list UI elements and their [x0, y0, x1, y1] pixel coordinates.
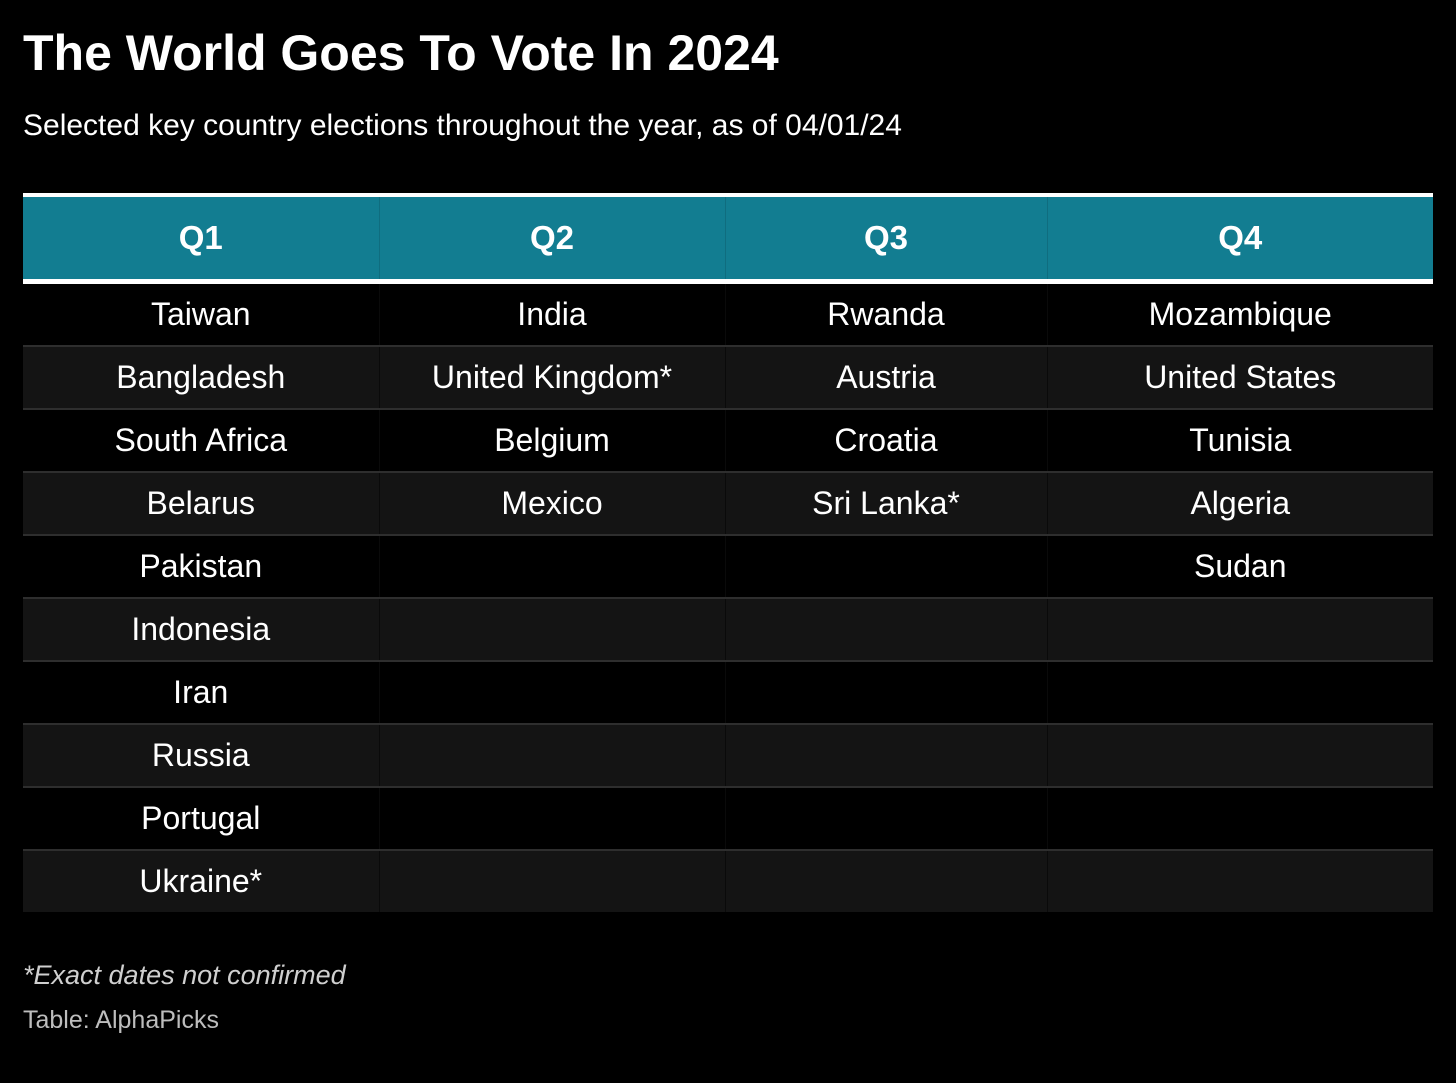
cell-q3-row-9 [724, 787, 1047, 851]
cell-q3-row-6 [724, 598, 1047, 662]
table-row: Taiwan India Rwanda Mozambique [23, 281, 1433, 347]
cell-q3-row-10 [724, 850, 1047, 912]
table-row: Belarus Mexico Sri Lanka* Algeria [23, 472, 1433, 536]
column-header-q1: Q1 [23, 193, 379, 284]
cell-q3-row-3: Croatia [724, 409, 1047, 473]
cell-q3-row-8 [724, 724, 1047, 788]
chart-subtitle: Selected key country elections throughou… [23, 109, 902, 142]
chart-title: The World Goes To Vote In 2024 [23, 25, 779, 81]
cell-q4-row-6 [1046, 598, 1433, 662]
table-header-row: Q1 Q2 Q3 Q4 [23, 193, 1433, 284]
cell-q1-row-5: Pakistan [23, 535, 379, 599]
cell-q2-row-5 [378, 535, 725, 599]
table-row: Portugal [23, 787, 1433, 851]
cell-q1-row-8: Russia [23, 724, 379, 788]
cell-q4-row-10 [1046, 850, 1433, 912]
footnote: *Exact dates not confirmed [23, 960, 346, 990]
cell-q1-row-10: Ukraine* [23, 850, 379, 912]
table-body: Taiwan India Rwanda Mozambique Bangladesh Uni… [23, 281, 1433, 912]
table-row: Pakistan Sudan [23, 535, 1433, 599]
elections-table: Q1 Q2 Q3 Q4 Taiwan India Rwanda Mozambique B… [23, 193, 1433, 912]
cell-q4-row-4: Algeria [1046, 472, 1433, 536]
cell-q2-row-4: Mexico [378, 472, 725, 536]
cell-q2-row-3: Belgium [378, 409, 725, 473]
cell-q4-row-1: Mozambique [1046, 281, 1433, 347]
cell-q2-row-6 [378, 598, 725, 662]
cell-q4-row-9 [1046, 787, 1433, 851]
source-credit: Table: AlphaPicks [23, 1006, 219, 1034]
cell-q1-row-4: Belarus [23, 472, 379, 536]
cell-q2-row-9 [378, 787, 725, 851]
cell-q1-row-3: South Africa [23, 409, 379, 473]
cell-q4-row-5: Sudan [1046, 535, 1433, 599]
cell-q2-row-7 [378, 661, 725, 725]
table-row: Iran [23, 661, 1433, 725]
table-row: Bangladesh United Kingdom* Austria United S… [23, 346, 1433, 410]
cell-q2-row-2: United Kingdom* [378, 346, 725, 410]
table-row: South Africa Belgium Croatia Tunisia [23, 409, 1433, 473]
elections-table-container: Q1 Q2 Q3 Q4 Taiwan India Rwanda Mozambique B… [23, 193, 1433, 912]
cell-q1-row-9: Portugal [23, 787, 379, 851]
cell-q1-row-1: Taiwan [23, 281, 379, 347]
table-row: Ukraine* [23, 850, 1433, 912]
column-header-q4: Q4 [1046, 193, 1433, 284]
table-row: Russia [23, 724, 1433, 788]
cell-q4-row-7 [1046, 661, 1433, 725]
column-header-q3: Q3 [724, 193, 1047, 284]
cell-q4-row-2: United States [1046, 346, 1433, 410]
cell-q3-row-5 [724, 535, 1047, 599]
cell-q3-row-2: Austria [724, 346, 1047, 410]
cell-q2-row-8 [378, 724, 725, 788]
cell-q2-row-1: India [378, 281, 725, 347]
cell-q4-row-8 [1046, 724, 1433, 788]
cell-q3-row-1: Rwanda [724, 281, 1047, 347]
cell-q3-row-7 [724, 661, 1047, 725]
cell-q1-row-2: Bangladesh [23, 346, 379, 410]
cell-q1-row-7: Iran [23, 661, 379, 725]
cell-q1-row-6: Indonesia [23, 598, 379, 662]
cell-q2-row-10 [378, 850, 725, 912]
cell-q3-row-4: Sri Lanka* [724, 472, 1047, 536]
table-row: Indonesia [23, 598, 1433, 662]
column-header-q2: Q2 [378, 193, 725, 284]
cell-q4-row-3: Tunisia [1046, 409, 1433, 473]
